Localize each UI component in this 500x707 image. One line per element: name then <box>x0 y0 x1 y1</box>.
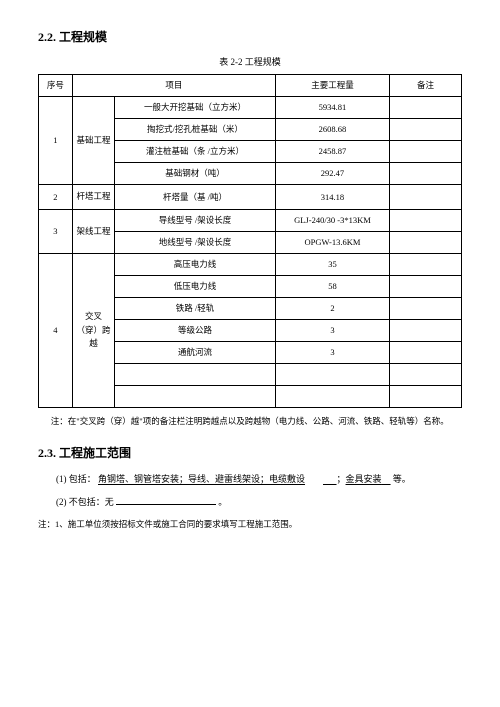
p1-prefix: (1) 包括： <box>56 474 96 484</box>
remark-cell <box>390 141 462 163</box>
col-qty: 主要工程量 <box>275 75 389 97</box>
item-cell: 一般大开挖基础（立方米） <box>115 97 276 119</box>
remark-cell <box>390 298 462 320</box>
seq-cell: 2 <box>39 185 73 210</box>
remark-cell <box>390 253 462 275</box>
qty-cell: 2 <box>275 298 389 320</box>
table-2-2-note: 注：在"交叉跨（穿）越"项的备注栏注明跨越点以及跨越物（电力线、公路、河流、铁路… <box>38 414 462 429</box>
table-row: 1 基础工程 一般大开挖基础（立方米） 5934.81 <box>39 97 462 119</box>
seq-cell: 3 <box>39 209 73 253</box>
blank-field <box>116 497 216 505</box>
col-remark: 备注 <box>390 75 462 97</box>
col-seq: 序号 <box>39 75 73 97</box>
item-cell: 低压电力线 <box>115 275 276 297</box>
cat-cell: 交叉（穿）跨越 <box>72 253 114 407</box>
remark-cell <box>390 185 462 210</box>
remark-cell <box>390 386 462 408</box>
seq-cell: 1 <box>39 97 73 185</box>
item-cell: 掏挖式/挖孔桩基础（米） <box>115 119 276 141</box>
qty-cell: 2608.68 <box>275 119 389 141</box>
table-row: 4 交叉（穿）跨越 高压电力线 35 <box>39 253 462 275</box>
item-cell: 杆塔量（基 /吨） <box>115 185 276 210</box>
cat-cell: 基础工程 <box>72 97 114 185</box>
cat-cell: 杆塔工程 <box>72 185 114 210</box>
item-cell: 通航河流 <box>115 342 276 364</box>
item-cell: 高压电力线 <box>115 253 276 275</box>
table-header-row: 序号 项目 主要工程量 备注 <box>39 75 462 97</box>
remark-cell <box>390 163 462 185</box>
remark-cell <box>390 97 462 119</box>
qty-cell: 314.18 <box>275 185 389 210</box>
p1-suffix: 等。 <box>393 474 411 484</box>
table-row: 3 架线工程 导线型号 /架设长度 GLJ-240/30 -3*13KM <box>39 209 462 231</box>
remark-cell <box>390 364 462 386</box>
qty-cell: 292.47 <box>275 163 389 185</box>
p2-prefix: (2) 不包括：无 <box>56 497 114 507</box>
project-scale-table: 序号 项目 主要工程量 备注 1 基础工程 一般大开挖基础（立方米） 5934.… <box>38 74 462 408</box>
remark-cell <box>390 275 462 297</box>
item-cell: 等级公路 <box>115 320 276 342</box>
qty-cell: 5934.81 <box>275 97 389 119</box>
section-2-3-footnote: 注：1、施工单位须按招标文件或施工合同的要求填写工程施工范围。 <box>38 517 462 532</box>
p1-underline-2: 金具安装 <box>346 474 382 484</box>
p1-underline-1: 角钢塔、钢管塔安装；导线、避雷线架设；电缆敷设 <box>98 474 305 484</box>
qty-cell: 58 <box>275 275 389 297</box>
qty-cell: 35 <box>275 253 389 275</box>
scope-include: (1) 包括： 角钢塔、钢管塔安装；导线、避雷线架设；电缆敷设 ；金具安装 等。 <box>38 471 462 488</box>
remark-cell <box>390 342 462 364</box>
p1-mid: ； <box>337 474 346 484</box>
item-cell: 导线型号 /架设长度 <box>115 209 276 231</box>
qty-cell: OPGW-13.6KM <box>275 231 389 253</box>
qty-cell: 2458.87 <box>275 141 389 163</box>
scope-exclude: (2) 不包括：无 。 <box>38 494 462 511</box>
seq-cell: 4 <box>39 253 73 407</box>
qty-cell: GLJ-240/30 -3*13KM <box>275 209 389 231</box>
remark-cell <box>390 320 462 342</box>
qty-cell <box>275 386 389 408</box>
cat-cell: 架线工程 <box>72 209 114 253</box>
section-2-3-heading: 2.3. 工程施工范围 <box>38 444 462 461</box>
remark-cell <box>390 209 462 231</box>
col-item: 项目 <box>72 75 275 97</box>
item-cell <box>115 386 276 408</box>
table-row: 2 杆塔工程 杆塔量（基 /吨） 314.18 <box>39 185 462 210</box>
item-cell <box>115 364 276 386</box>
item-cell: 基础钢材（吨） <box>115 163 276 185</box>
qty-cell: 3 <box>275 342 389 364</box>
remark-cell <box>390 119 462 141</box>
item-cell: 地线型号 /架设长度 <box>115 231 276 253</box>
qty-cell <box>275 364 389 386</box>
table-2-2-caption: 表 2-2 工程规模 <box>38 55 462 68</box>
item-cell: 铁路 /轻轨 <box>115 298 276 320</box>
section-2-2-heading: 2.2. 工程规模 <box>38 28 462 45</box>
p2-suffix: 。 <box>218 497 227 507</box>
qty-cell: 3 <box>275 320 389 342</box>
remark-cell <box>390 231 462 253</box>
item-cell: 灌注桩基础（条 /立方米） <box>115 141 276 163</box>
